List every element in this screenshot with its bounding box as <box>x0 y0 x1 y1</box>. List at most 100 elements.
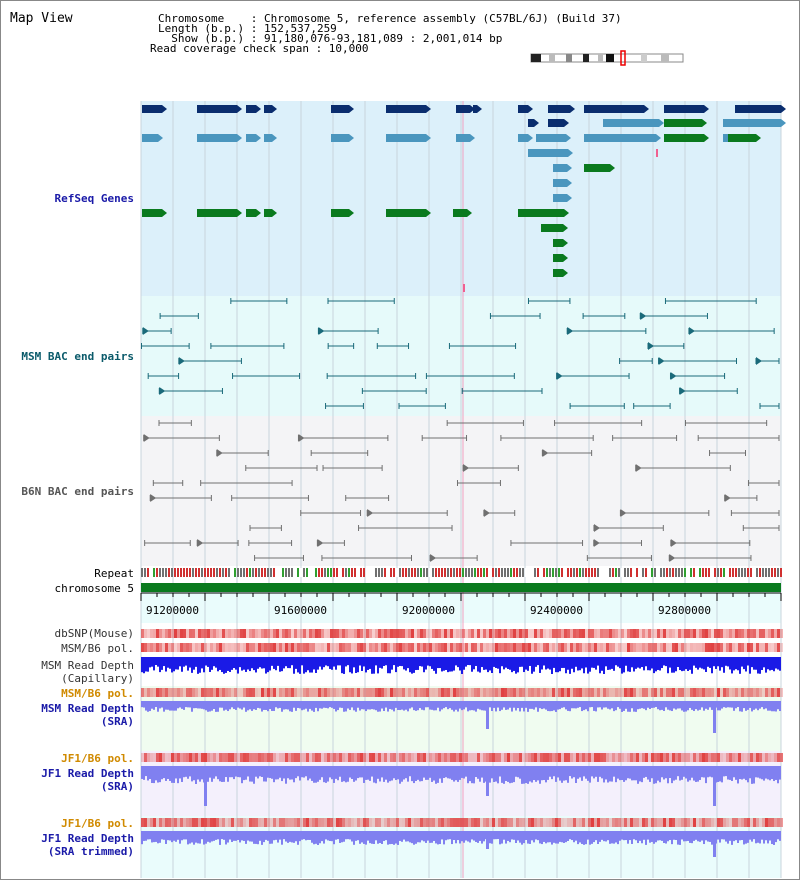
repeat-mark <box>486 568 488 577</box>
polymorphism-cell <box>330 753 333 762</box>
read-depth-bar <box>779 701 781 712</box>
polymorphism-cell <box>510 753 513 762</box>
gene-strand-arrow <box>702 119 707 127</box>
polymorphism-cell <box>663 818 666 827</box>
polymorphism-cell <box>711 818 714 827</box>
gene-block <box>553 179 567 187</box>
read-depth-bar <box>357 831 359 841</box>
read-depth-bar <box>527 766 529 784</box>
polymorphism-cell <box>423 629 426 638</box>
gene-strand-arrow <box>349 209 354 217</box>
polymorphism-cell <box>495 818 498 827</box>
read-depth-bar <box>551 657 553 674</box>
read-depth-bar <box>307 766 309 781</box>
read-depth-bar <box>379 766 381 782</box>
polymorphism-cell <box>411 818 414 827</box>
polymorphism-cell <box>486 818 489 827</box>
read-depth-bar <box>613 766 615 777</box>
repeat-mark <box>489 568 491 577</box>
read-depth-bar <box>379 831 381 844</box>
polymorphism-cell <box>408 753 411 762</box>
b6n-bac-label: B6N BAC end pairs <box>21 485 134 498</box>
read-depth-bar <box>627 657 629 672</box>
polymorphism-cell <box>357 818 360 827</box>
read-depth-bar <box>191 766 193 782</box>
read-depth-bar <box>517 701 519 709</box>
gene-strand-arrow <box>272 134 277 142</box>
read-depth-bar <box>219 766 221 782</box>
polymorphism-cell <box>366 818 369 827</box>
polymorphism-cell <box>468 818 471 827</box>
repeat-mark <box>729 568 731 577</box>
polymorphism-cell <box>441 643 444 652</box>
repeat-mark <box>510 568 512 577</box>
polymorphism-cell <box>489 629 492 638</box>
read-depth-bar <box>649 657 651 671</box>
polymorphism-cell <box>471 688 474 697</box>
read-depth-bar <box>339 766 341 777</box>
read-depth-bar <box>341 657 343 674</box>
polymorphism-cell <box>450 753 453 762</box>
read-depth-bar <box>285 701 287 710</box>
polymorphism-cell <box>249 629 252 638</box>
read-depth-bar <box>157 766 159 783</box>
chromosome-info: Chromosome : Chromosome 5, reference ass… <box>158 12 622 25</box>
read-depth-bar <box>197 766 199 780</box>
read-depth-bar <box>463 701 465 710</box>
polymorphism-cell <box>699 629 702 638</box>
polymorphism-cell <box>741 753 744 762</box>
read-depth-bar <box>457 766 459 782</box>
read-depth-bar <box>257 657 259 669</box>
read-depth-bar <box>259 701 261 709</box>
read-depth-bar <box>323 766 325 783</box>
read-depth-bar <box>545 701 547 710</box>
read-depth-bar <box>445 657 447 671</box>
polymorphism-cell <box>411 753 414 762</box>
read-depth-bar <box>197 831 199 844</box>
read-depth-bar <box>255 701 257 710</box>
read-depth-bar <box>429 831 431 843</box>
polymorphism-cell <box>273 629 276 638</box>
read-depth-bar <box>263 831 265 843</box>
polymorphism-cell <box>228 643 231 652</box>
read-depth-bar <box>615 766 617 783</box>
polymorphism-cell <box>582 753 585 762</box>
repeat-mark <box>309 568 311 577</box>
read-depth-bar <box>419 701 421 709</box>
read-depth-bar <box>305 831 307 841</box>
polymorphism-cell <box>330 688 333 697</box>
read-depth-bar <box>417 701 419 711</box>
polymorphism-cell <box>465 753 468 762</box>
polymorphism-cell <box>390 688 393 697</box>
polymorphism-cell <box>546 818 549 827</box>
read-depth-bar <box>277 701 279 709</box>
read-depth-bar <box>569 657 571 674</box>
read-depth-bar <box>699 657 701 668</box>
repeat-mark <box>393 568 395 577</box>
polymorphism-cell <box>666 818 669 827</box>
read-depth-bar <box>597 831 599 845</box>
polymorphism-cell <box>690 753 693 762</box>
read-depth-bar <box>325 657 327 666</box>
read-depth-bar <box>659 657 661 671</box>
axis-tick-label: 91200000 <box>146 604 199 617</box>
polymorphism-cell <box>594 629 597 638</box>
read-depth-bar <box>665 657 667 667</box>
polymorphism-cell <box>303 629 306 638</box>
polymorphism-cell <box>333 818 336 827</box>
read-depth-bar <box>459 657 461 671</box>
gene-strand-arrow <box>158 134 163 142</box>
read-depth-bar <box>549 831 551 843</box>
read-depth-bar <box>507 831 509 841</box>
read-depth-bar <box>363 701 365 710</box>
repeat-mark <box>411 568 413 577</box>
polymorphism-cell <box>504 818 507 827</box>
polymorphism-cell <box>498 643 501 652</box>
read-depth-bar <box>729 701 731 708</box>
read-depth-bar <box>599 657 601 674</box>
polymorphism-cell <box>666 688 669 697</box>
read-depth-bar <box>227 831 229 843</box>
msm-depth-sra-label-1: MSM Read Depth <box>41 702 134 715</box>
read-depth-bar <box>577 657 579 671</box>
